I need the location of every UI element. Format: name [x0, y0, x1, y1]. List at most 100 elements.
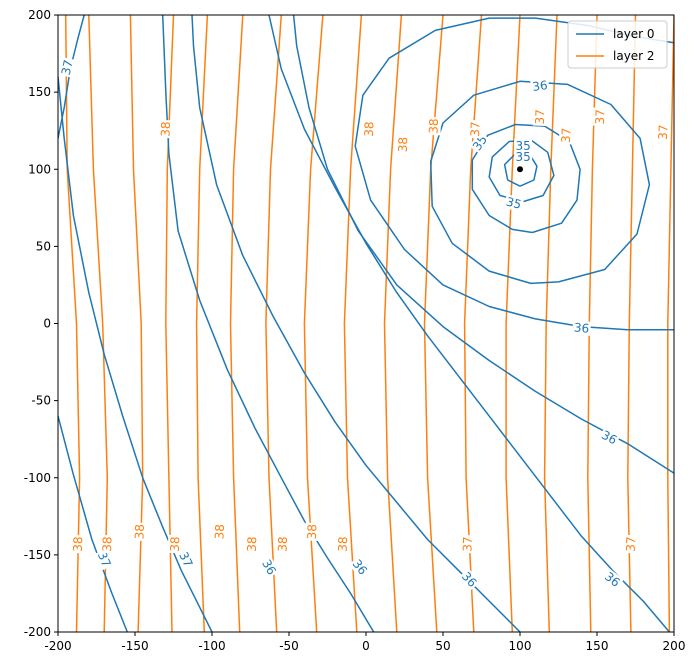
- layer2-contour-38-8: [343, 15, 363, 632]
- contour-label-33: 37: [623, 534, 639, 554]
- contour-label-text: 38: [305, 524, 320, 540]
- contour-label-text: 37: [95, 550, 114, 570]
- layer2-contour-38-6: [265, 15, 283, 632]
- layer0-contour-36-6: [268, 15, 670, 632]
- y-tick-label: 50: [36, 239, 51, 253]
- contour-label-bg: [426, 116, 442, 136]
- contour-label-bg: [572, 320, 592, 336]
- contour-label-bg: [514, 139, 533, 154]
- contour-label-bg: [99, 534, 115, 554]
- x-tick-label: 150: [586, 639, 609, 653]
- contour-label-28: 38: [244, 534, 260, 554]
- contour-label-text: 37: [460, 536, 475, 552]
- y-tick-label: -200: [24, 625, 51, 639]
- contour-label-text: 35: [515, 139, 530, 153]
- contour-label-bg: [457, 568, 481, 591]
- contour-label-14: 38: [158, 119, 174, 139]
- contour-label-text: 36: [573, 320, 589, 335]
- layer2-contour-37-11: [463, 15, 483, 632]
- contour-label-bg: [361, 119, 377, 139]
- well-point: [517, 166, 523, 173]
- contour-label-text: 36: [531, 78, 548, 94]
- contour-label-bg: [623, 534, 639, 554]
- x-tick-label: 0: [362, 639, 370, 653]
- contour-label-bg: [467, 119, 483, 139]
- contour-label-bg: [460, 534, 475, 554]
- contour-label-27: 38: [212, 522, 228, 541]
- contour-label-text: 35: [515, 150, 530, 164]
- contour-label-text: 37: [533, 109, 548, 125]
- plot-area: [58, 15, 674, 632]
- contour-label-bg: [58, 57, 76, 78]
- contour-label-32: 37: [460, 534, 475, 554]
- well-marker: [517, 166, 523, 173]
- contour-label-bg: [530, 77, 550, 95]
- legend-label-0: layer 0: [613, 27, 655, 41]
- contour-label-text: 38: [132, 524, 147, 540]
- x-tick-label: 200: [663, 639, 686, 653]
- y-axis: -200 -150 -100 -50 0 50 100 150 200: [24, 8, 58, 639]
- contour-label-15: 38: [361, 119, 377, 139]
- contour-label-29: 38: [275, 534, 291, 554]
- contour-label-text: 37: [176, 550, 195, 570]
- contour-label-text: 38: [396, 137, 411, 153]
- layer0-contour-36-8: [161, 15, 375, 632]
- layer2-contour-37-15: [627, 15, 637, 632]
- contour-label-text: 38: [362, 121, 377, 137]
- contour-label-26: 38: [167, 534, 183, 554]
- contour-label-text: 37: [468, 121, 483, 137]
- y-tick-label: 200: [28, 8, 51, 22]
- contour-label-3: 35: [514, 139, 533, 154]
- contour-label-5: 35: [503, 194, 525, 213]
- contour-label-4: 35: [514, 149, 533, 164]
- contour-label-bg: [514, 149, 533, 164]
- contour-label-21: 37: [592, 107, 608, 127]
- contour-label-25: 38: [132, 522, 147, 541]
- y-tick-label: 100: [28, 162, 51, 176]
- contour-label-text: 38: [427, 118, 442, 134]
- contour-label-text: 38: [212, 524, 227, 540]
- contour-label-bg: [469, 131, 491, 155]
- contour-label-bg: [503, 194, 525, 213]
- contour-label-0: 37: [58, 57, 76, 78]
- contour-label-bg: [132, 522, 147, 541]
- contour-label-bg: [94, 548, 115, 571]
- contour-label-text: 38: [71, 536, 86, 552]
- y-tick-label: -50: [31, 394, 51, 408]
- contour-label-bg: [598, 427, 621, 449]
- layer2-contour-37-12: [505, 15, 521, 632]
- contour-label-bg: [167, 534, 183, 554]
- layer2-contour-38-5: [229, 15, 244, 632]
- x-tick-label: -150: [121, 639, 148, 653]
- layer0-contour-37-9: [58, 76, 213, 632]
- x-tick-label: -200: [44, 639, 71, 653]
- contour-label-22: 37: [655, 122, 671, 142]
- contour-label-1: 36: [530, 77, 550, 95]
- contour-label-bg: [212, 522, 228, 541]
- x-tick-label: -50: [279, 639, 299, 653]
- layer2-contour-38-1: [88, 15, 109, 632]
- contour-label-bg: [558, 126, 574, 145]
- contour-label-bg: [600, 568, 624, 591]
- y-tick-label: 0: [43, 317, 51, 331]
- contour-label-text: 37: [59, 58, 76, 76]
- contour-label-24: 38: [99, 534, 115, 554]
- contour-label-bg: [532, 107, 548, 127]
- contour-label-31: 38: [335, 534, 351, 554]
- layer2-contour-38-9: [383, 15, 403, 632]
- contour-label-18: 37: [467, 119, 483, 139]
- x-tick-label: -100: [198, 639, 225, 653]
- y-tick-label: -150: [24, 548, 51, 562]
- layer2-contour-37-16: [667, 15, 674, 632]
- contour-label-text: 38: [245, 536, 260, 552]
- legend: layer 0 layer 2: [567, 20, 668, 69]
- contour-label-text: 37: [656, 124, 671, 140]
- contour-label-bg: [158, 119, 174, 139]
- contour-label-bg: [655, 122, 671, 142]
- contour-label-16: 38: [395, 135, 411, 154]
- contour-label-bg: [244, 534, 260, 554]
- layer0-contour-36-4: [354, 17, 674, 331]
- contour-label-11: 36: [258, 555, 280, 579]
- contour-label-text: 38: [336, 536, 351, 552]
